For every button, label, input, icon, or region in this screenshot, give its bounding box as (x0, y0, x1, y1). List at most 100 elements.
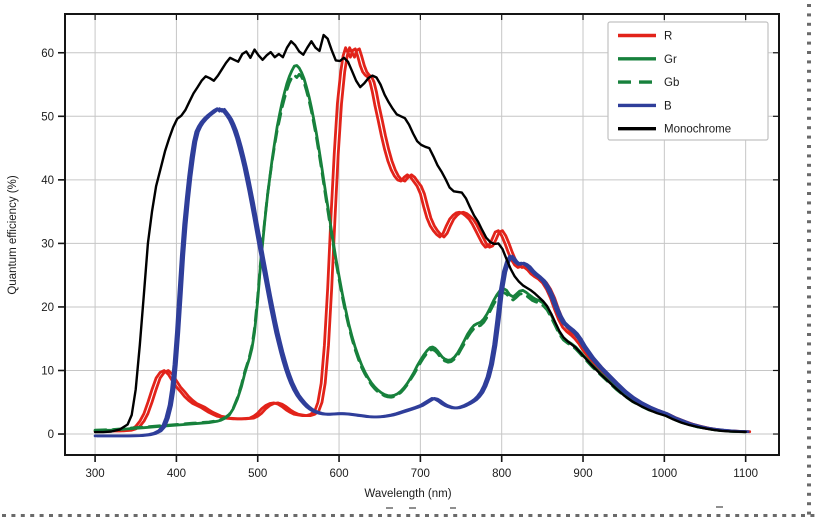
edge-dot-bottom (77, 514, 82, 517)
edge-dot-bottom (425, 514, 429, 517)
x-tick-label: 500 (248, 468, 267, 480)
edge-dot-bottom (801, 514, 805, 517)
edge-dot-bottom (584, 514, 589, 517)
y-tick-label: 40 (41, 175, 54, 187)
edge-dot-right (807, 511, 811, 515)
edge-dot-right (807, 163, 811, 167)
stray-mark (716, 506, 723, 508)
edge-dot-right (807, 154, 811, 158)
edge-dot-bottom (547, 514, 552, 517)
edge-dot-bottom (725, 514, 730, 517)
edge-dot-bottom (114, 514, 119, 517)
edge-dot-right (807, 492, 811, 496)
x-tick-label: 600 (329, 468, 348, 480)
edge-dot-bottom (443, 514, 448, 517)
edge-dot-right (807, 398, 811, 402)
x-tick-label: 1000 (652, 468, 678, 480)
edge-dot-right (807, 370, 811, 374)
edge-dot-right (807, 286, 811, 289)
x-axis-title: Wavelength (nm) (364, 488, 451, 500)
edge-dot-bottom (321, 514, 326, 517)
page-edge-decoration (2, 4, 815, 517)
edge-dot-right (807, 69, 811, 73)
edge-dot-right (807, 126, 811, 130)
legend-label-B: B (664, 100, 672, 112)
edge-dot-right (807, 248, 811, 252)
edge-dot-right (807, 116, 811, 120)
edge-dot-bottom (161, 514, 166, 517)
x-tick-label: 400 (167, 468, 186, 480)
edge-dot-right (807, 22, 811, 26)
edge-dot-right (807, 145, 811, 148)
edge-dot-right (807, 427, 811, 430)
edge-dot-bottom (359, 514, 364, 517)
edge-dot-right (807, 351, 811, 355)
edge-dot-bottom (255, 514, 260, 517)
edge-dot-bottom (143, 514, 147, 517)
series-Monochrome-line (93, 33, 747, 434)
edge-dot-right (807, 380, 811, 383)
edge-dot-bottom (735, 514, 740, 517)
edge-dot-right (807, 32, 811, 36)
edge-dot-bottom (697, 514, 702, 517)
edge-dot-bottom (180, 514, 185, 517)
x-tick-label: 300 (85, 468, 104, 480)
legend-label-Gb: Gb (664, 77, 679, 89)
legend-label-Gr: Gr (664, 54, 677, 66)
edge-dot-bottom (556, 514, 561, 517)
edge-dot-bottom (716, 514, 721, 517)
edge-dot-bottom (481, 514, 486, 517)
edge-dot-bottom (340, 514, 345, 517)
edge-dot-right (807, 4, 811, 7)
edge-dot-right (807, 474, 811, 477)
legend-label-R: R (664, 31, 672, 43)
edge-dot-bottom (631, 514, 636, 517)
edge-dot-right (807, 229, 811, 233)
edge-dot-bottom (453, 514, 458, 517)
edge-dot-right (807, 210, 811, 214)
edge-dot-bottom (368, 514, 373, 517)
edge-dot-bottom (2, 514, 6, 517)
edge-dot-bottom (39, 514, 44, 517)
series-layer (93, 33, 752, 438)
edge-dot-bottom (490, 514, 495, 517)
edge-dot-right (807, 98, 811, 101)
edge-dot-bottom (274, 514, 279, 517)
edge-dot-bottom (519, 514, 523, 517)
edge-dot-right (807, 276, 811, 280)
edge-dot-bottom (293, 514, 298, 517)
edge-dot-right (807, 304, 811, 308)
edge-dot-bottom (218, 514, 223, 517)
edge-dot-bottom (613, 514, 617, 517)
edge-dot-right (807, 314, 811, 318)
edge-dot-right (807, 239, 811, 242)
edge-dot-right (807, 436, 811, 440)
edge-dot-bottom (782, 514, 787, 517)
edge-dot-bottom (208, 514, 213, 517)
legend: R Gr Gb B Monochrome (607, 21, 769, 141)
edge-dot-bottom (49, 514, 53, 517)
edge-dot-bottom (171, 514, 176, 517)
y-axis-title: Quantum efficiency (%) (7, 175, 19, 294)
edge-dot-bottom (566, 514, 570, 517)
edge-dot-bottom (500, 514, 505, 517)
edge-dot-bottom (124, 514, 129, 517)
edge-dot-bottom (772, 514, 777, 517)
edge-dot-bottom (641, 514, 646, 517)
edge-dot-right (807, 445, 811, 449)
x-tick-label: 700 (411, 468, 430, 480)
edge-dot-right (807, 295, 811, 299)
edge-dot-right (807, 483, 811, 487)
x-tick-label: 900 (573, 468, 592, 480)
edge-dot-bottom (11, 514, 16, 517)
edge-dot-bottom (396, 514, 401, 517)
plot-border (64, 13, 780, 456)
edge-dot-bottom (622, 514, 627, 517)
edge-dot-right (807, 13, 811, 17)
y-tick-label: 10 (41, 365, 54, 377)
edge-dot-bottom (406, 514, 411, 517)
edge-dot-right (807, 408, 811, 412)
edge-dot-bottom (86, 514, 91, 517)
edge-dot-bottom (650, 514, 655, 517)
edge-dot-bottom (462, 514, 467, 517)
